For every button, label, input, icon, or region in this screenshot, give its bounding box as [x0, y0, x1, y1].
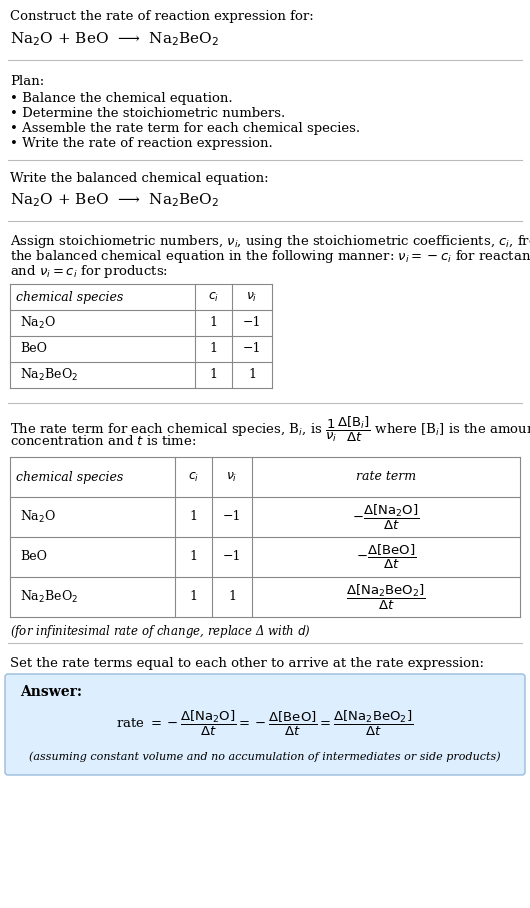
Text: (assuming constant volume and no accumulation of intermediates or side products): (assuming constant volume and no accumul…: [29, 751, 501, 762]
Text: 1: 1: [209, 317, 217, 330]
Text: and $\nu_i = c_i$ for products:: and $\nu_i = c_i$ for products:: [10, 263, 168, 280]
Text: $-\dfrac{\Delta[\mathrm{Na_2O}]}{\Delta t}$: $-\dfrac{\Delta[\mathrm{Na_2O}]}{\Delta …: [352, 502, 420, 531]
Text: Assign stoichiometric numbers, $\nu_i$, using the stoichiometric coefficients, $: Assign stoichiometric numbers, $\nu_i$, …: [10, 233, 530, 250]
Text: • Assemble the rate term for each chemical species.: • Assemble the rate term for each chemic…: [10, 122, 360, 135]
Text: rate term: rate term: [356, 470, 416, 483]
Text: chemical species: chemical species: [16, 470, 123, 483]
Text: −1: −1: [243, 317, 261, 330]
Text: The rate term for each chemical species, B$_i$, is $\dfrac{1}{\nu_i}\dfrac{\Delt: The rate term for each chemical species,…: [10, 415, 530, 444]
Text: $c_i$: $c_i$: [188, 470, 199, 484]
Text: $\nu_i$: $\nu_i$: [226, 470, 237, 484]
Text: rate $= -\dfrac{\Delta[\mathrm{Na_2O}]}{\Delta t} = -\dfrac{\Delta[\mathrm{BeO}]: rate $= -\dfrac{\Delta[\mathrm{Na_2O}]}{…: [116, 709, 414, 738]
Text: Write the balanced chemical equation:: Write the balanced chemical equation:: [10, 172, 269, 185]
Text: 1: 1: [190, 590, 198, 604]
Text: $\nu_i$: $\nu_i$: [246, 291, 258, 303]
Text: −1: −1: [223, 550, 241, 564]
Text: • Determine the stoichiometric numbers.: • Determine the stoichiometric numbers.: [10, 107, 285, 120]
Text: Na$_2$O + BeO  ⟶  Na$_2$BeO$_2$: Na$_2$O + BeO ⟶ Na$_2$BeO$_2$: [10, 30, 219, 48]
Text: (for infinitesimal rate of change, replace Δ with $d$): (for infinitesimal rate of change, repla…: [10, 623, 311, 640]
Text: Construct the rate of reaction expression for:: Construct the rate of reaction expressio…: [10, 10, 314, 23]
FancyBboxPatch shape: [5, 674, 525, 775]
Text: $\dfrac{\Delta[\mathrm{Na_2BeO_2}]}{\Delta t}$: $\dfrac{\Delta[\mathrm{Na_2BeO_2}]}{\Del…: [346, 582, 426, 612]
Text: Na$_2$BeO$_2$: Na$_2$BeO$_2$: [20, 589, 78, 605]
Text: $c_i$: $c_i$: [208, 291, 219, 303]
Text: Plan:: Plan:: [10, 75, 44, 88]
Text: chemical species: chemical species: [16, 291, 123, 303]
Text: Answer:: Answer:: [20, 685, 82, 699]
Text: • Write the rate of reaction expression.: • Write the rate of reaction expression.: [10, 137, 273, 150]
Text: 1: 1: [190, 510, 198, 524]
Text: Na$_2$O: Na$_2$O: [20, 315, 56, 331]
Text: 1: 1: [228, 590, 236, 604]
Text: 1: 1: [209, 342, 217, 356]
Text: BeO: BeO: [20, 342, 47, 356]
Text: Na$_2$BeO$_2$: Na$_2$BeO$_2$: [20, 367, 78, 383]
Text: • Balance the chemical equation.: • Balance the chemical equation.: [10, 92, 233, 105]
Text: −1: −1: [243, 342, 261, 356]
Text: concentration and $t$ is time:: concentration and $t$ is time:: [10, 434, 197, 448]
Text: −1: −1: [223, 510, 241, 524]
Text: Na$_2$O + BeO  ⟶  Na$_2$BeO$_2$: Na$_2$O + BeO ⟶ Na$_2$BeO$_2$: [10, 191, 219, 209]
Text: Set the rate terms equal to each other to arrive at the rate expression:: Set the rate terms equal to each other t…: [10, 657, 484, 670]
Text: BeO: BeO: [20, 550, 47, 564]
Text: the balanced chemical equation in the following manner: $\nu_i = -c_i$ for react: the balanced chemical equation in the fo…: [10, 248, 530, 265]
Text: 1: 1: [209, 369, 217, 381]
Text: 1: 1: [248, 369, 256, 381]
Text: Na$_2$O: Na$_2$O: [20, 509, 56, 525]
Text: $-\dfrac{\Delta[\mathrm{BeO}]}{\Delta t}$: $-\dfrac{\Delta[\mathrm{BeO}]}{\Delta t}…: [356, 543, 416, 571]
Text: 1: 1: [190, 550, 198, 564]
